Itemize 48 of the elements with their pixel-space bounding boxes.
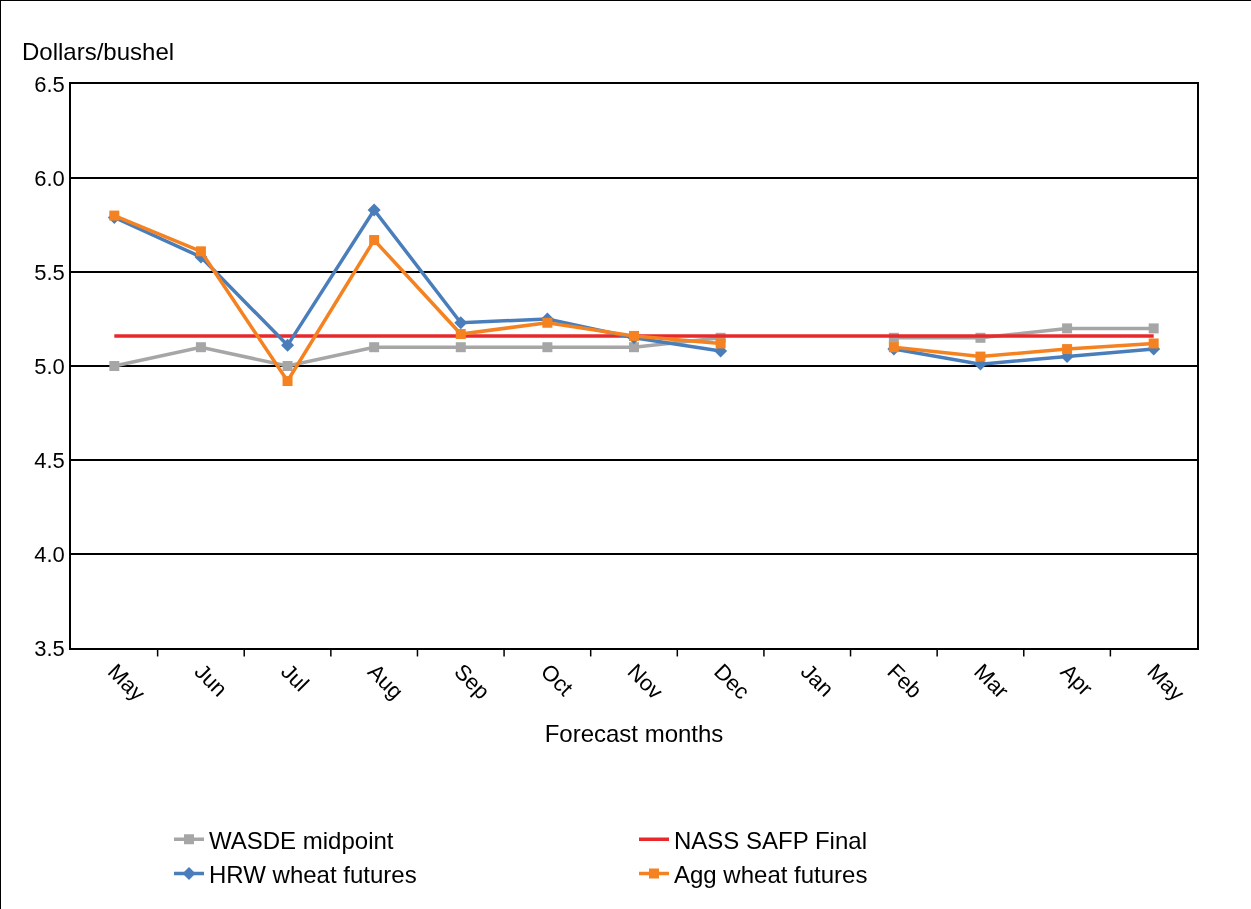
x-tick-label: Nov bbox=[622, 658, 669, 705]
x-tick-label: Aug bbox=[362, 658, 409, 705]
x-tick-label: Mar bbox=[969, 658, 1014, 704]
x-tick-label: Oct bbox=[536, 658, 578, 701]
point bbox=[195, 246, 206, 257]
point bbox=[282, 376, 293, 387]
y-axis-title: Dollars/bushel bbox=[22, 38, 175, 65]
legend-label: Agg wheat futures bbox=[674, 860, 868, 888]
point bbox=[454, 316, 468, 330]
point bbox=[369, 235, 380, 246]
x-tick-label: May bbox=[1142, 658, 1190, 706]
point bbox=[715, 338, 726, 349]
x-tick-label: Dec bbox=[709, 658, 755, 705]
point bbox=[282, 361, 293, 371]
y-tick-label: 6.0 bbox=[34, 165, 65, 191]
y-tick-label: 5.0 bbox=[34, 353, 65, 379]
x-tick-label: Jan bbox=[795, 658, 839, 702]
y-tick-label: 4.0 bbox=[34, 541, 65, 567]
legend-label: WASDE midpoint bbox=[209, 826, 394, 854]
point bbox=[542, 317, 553, 328]
point bbox=[1148, 323, 1159, 334]
x-tick-label: Apr bbox=[1055, 658, 1098, 701]
point bbox=[281, 338, 295, 352]
point bbox=[195, 342, 206, 353]
point bbox=[629, 330, 639, 341]
point bbox=[629, 342, 639, 353]
x-tick-label: Jul bbox=[276, 658, 314, 697]
point bbox=[367, 203, 381, 217]
y-tick-label: 3.5 bbox=[34, 635, 65, 661]
x-tick-label: May bbox=[103, 658, 151, 706]
legend-label: NASS SAFP Final bbox=[674, 826, 867, 854]
x-tick-label: Feb bbox=[882, 658, 928, 704]
y-tick-label: 5.5 bbox=[34, 259, 65, 285]
point bbox=[455, 329, 466, 340]
x-tick-label: Sep bbox=[449, 658, 495, 705]
point bbox=[455, 342, 466, 353]
point bbox=[1062, 323, 1073, 334]
x-tick-label: Jun bbox=[189, 658, 233, 702]
y-tick-label: 6.5 bbox=[34, 71, 65, 97]
point bbox=[369, 342, 380, 353]
x-axis-title: Forecast months bbox=[544, 719, 724, 747]
legend-label: HRW wheat futures bbox=[209, 860, 417, 888]
point bbox=[1062, 344, 1073, 355]
point bbox=[542, 342, 553, 353]
point bbox=[975, 351, 986, 362]
point bbox=[1148, 338, 1159, 349]
point bbox=[109, 361, 120, 371]
y-tick-label: 4.5 bbox=[34, 447, 65, 473]
